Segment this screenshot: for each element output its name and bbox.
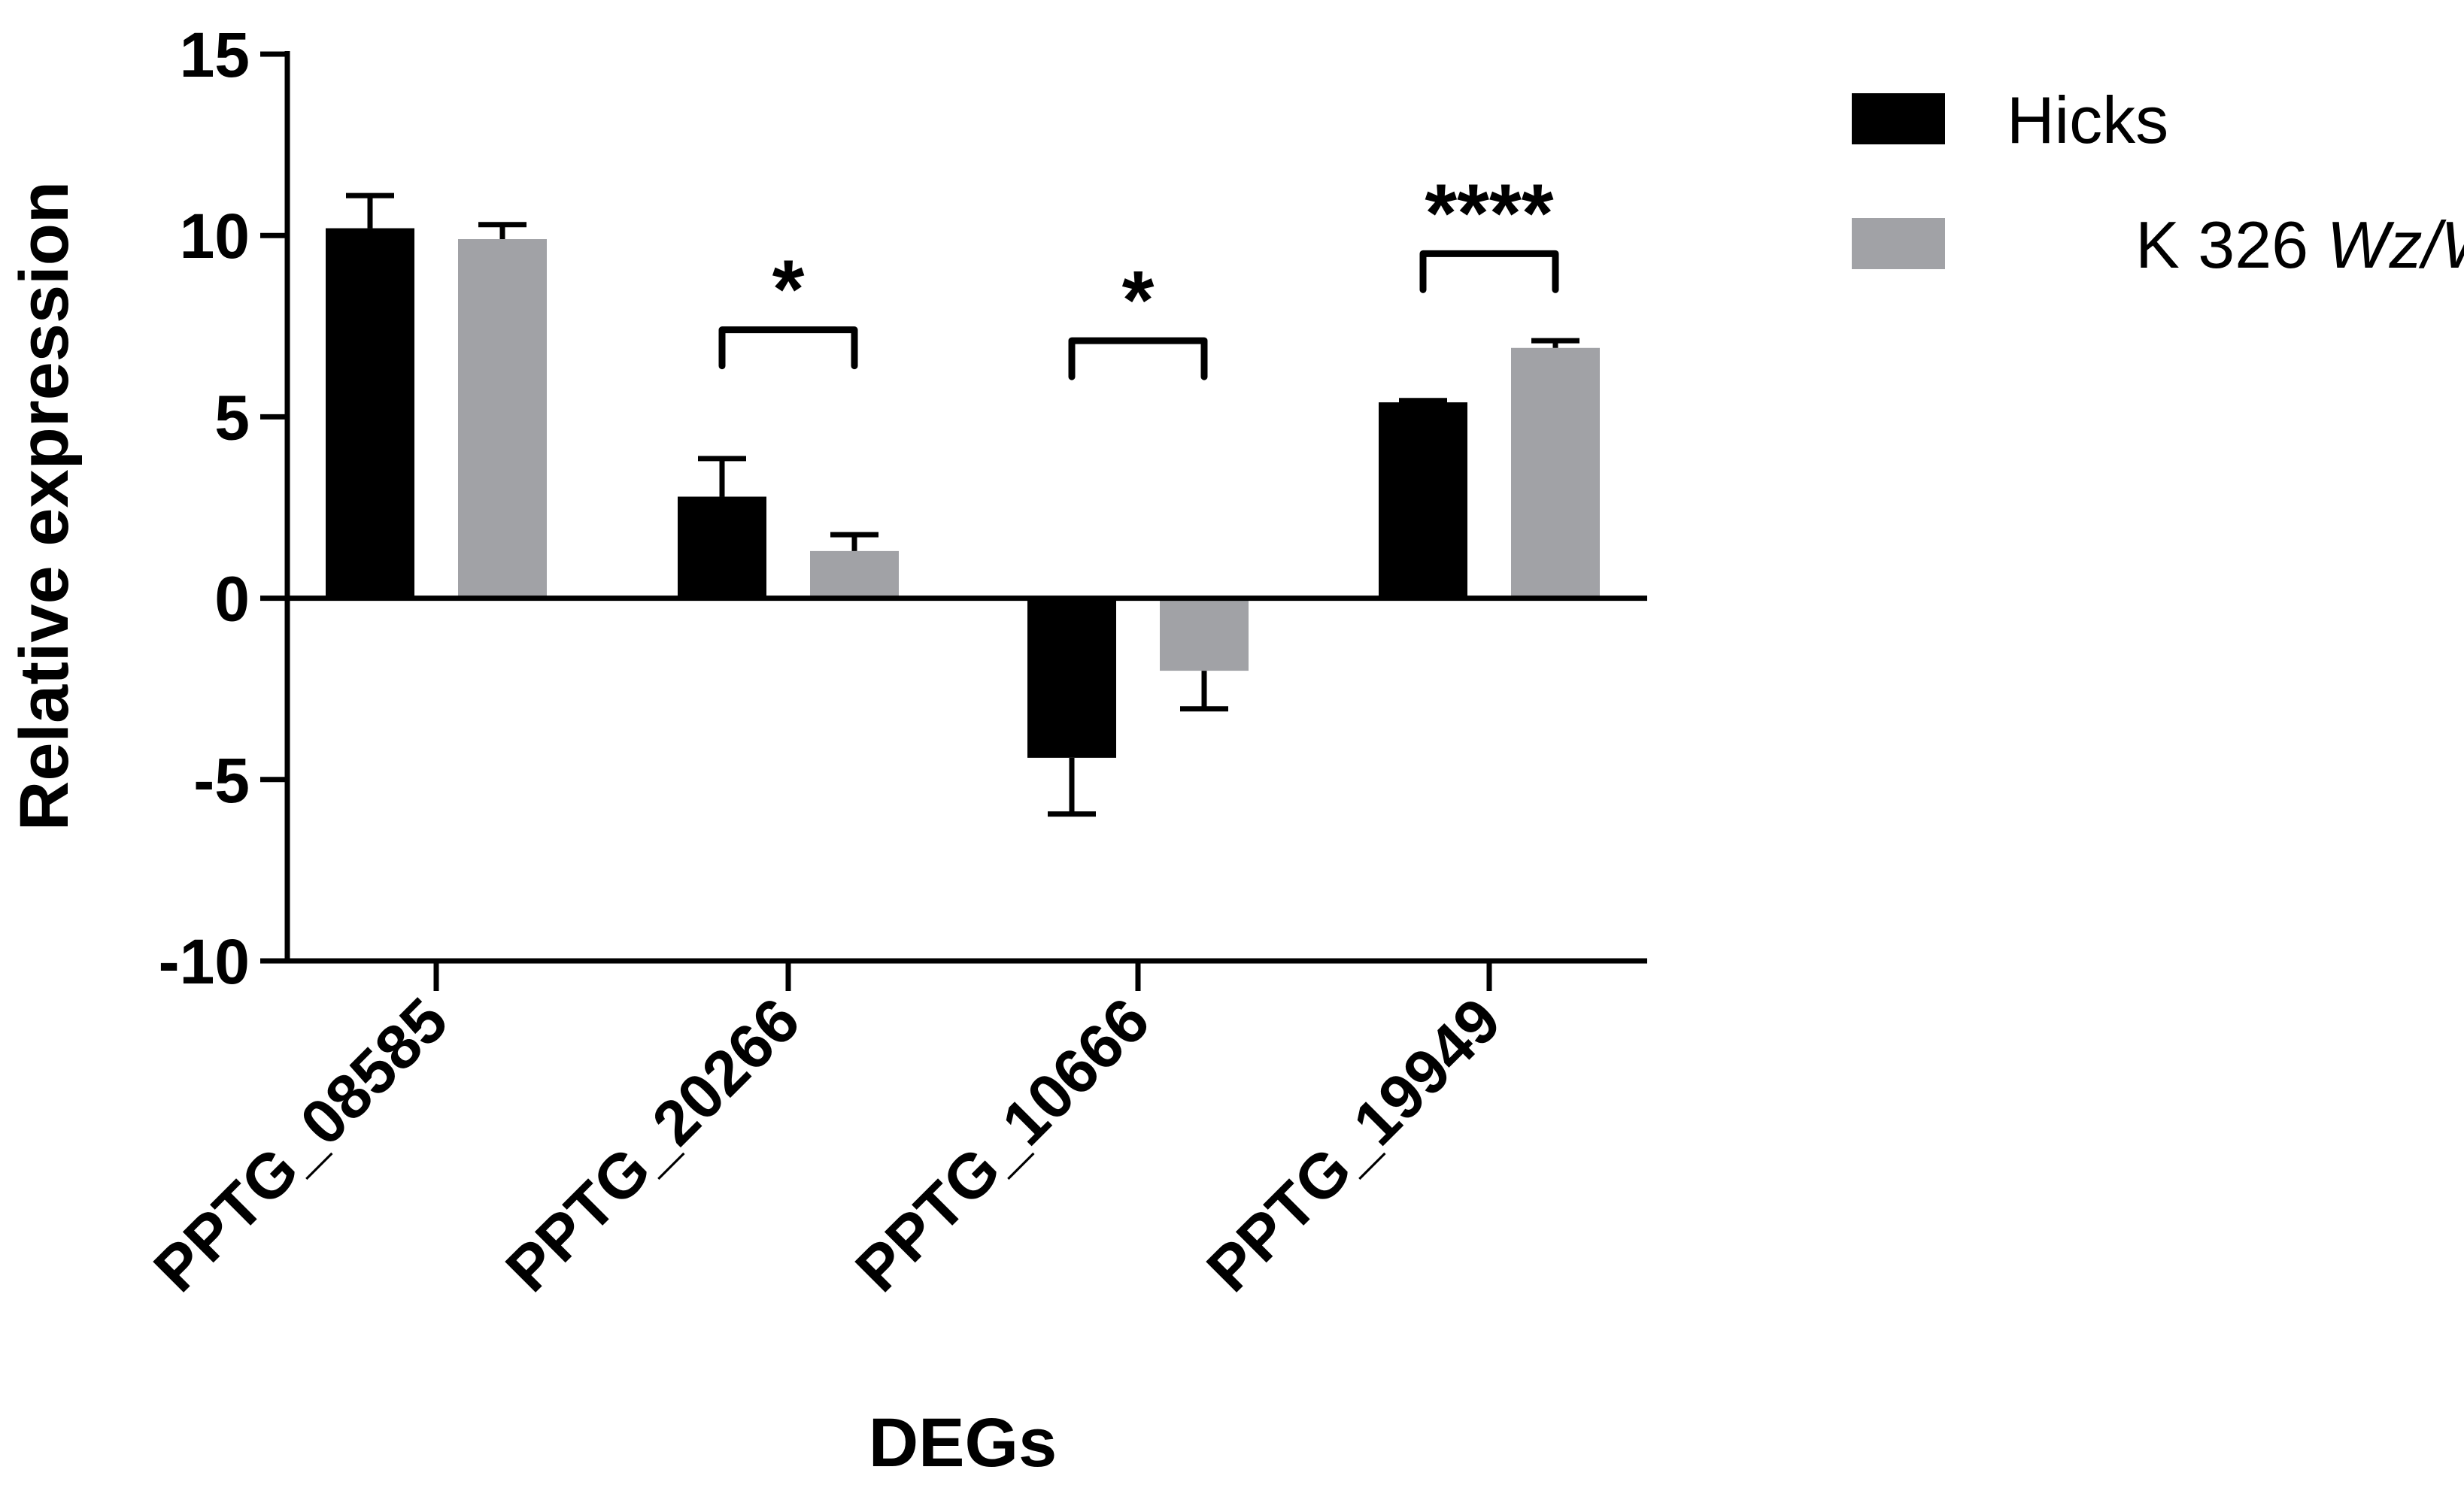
bar-k326-pptg_08585 [458, 239, 547, 599]
x-category-label: PPTG_08585 [140, 984, 460, 1305]
bar-k326-pptg_19949 [1511, 347, 1600, 599]
x-category-label: PPTG_10666 [842, 984, 1162, 1305]
axes-layer [284, 51, 1647, 991]
significance-bracket [1068, 337, 1208, 380]
significance-bracket [718, 326, 858, 370]
bar-k326-pptg_10666 [1160, 598, 1249, 671]
y-tick-label: -5 [193, 745, 250, 816]
x-category-labels-layer: PPTG_08585 PPTG_20266 PPTG_10666 PPTG_19949 [140, 984, 1513, 1305]
bar-hicks-pptg_20266 [678, 496, 766, 599]
bars-layer [326, 228, 1600, 758]
legend-swatch-k326 [1852, 218, 1945, 269]
bar-k326-pptg_20266 [810, 550, 899, 599]
significance-label: * [772, 244, 805, 336]
x-category-label: PPTG_20266 [492, 984, 812, 1305]
y-tick-label: 15 [180, 20, 250, 90]
y-tick-label: 5 [214, 382, 250, 453]
legend: Hicks K 326 Wz/Wz [1852, 83, 2464, 282]
error-bars-layer [346, 192, 1579, 817]
y-tick-label: 0 [214, 564, 250, 635]
x-axis-title: DEGs [869, 1405, 1058, 1481]
legend-label-hicks: Hicks [2007, 83, 2168, 157]
significance-layer: * ***** [718, 167, 1559, 380]
y-tick-label: 10 [180, 201, 250, 271]
bar-hicks-pptg_10666 [1027, 598, 1116, 758]
bar-hicks-pptg_08585 [326, 228, 414, 599]
significance-label: * [1122, 254, 1155, 347]
y-axis-title: Relative expression [6, 181, 83, 831]
legend-label-k326: K 326 Wz/Wz [2007, 208, 2464, 282]
bar-hicks-pptg_19949 [1379, 402, 1467, 599]
y-ticks-layer: 15 10 5 0 -5 -10 [159, 20, 287, 997]
legend-swatch-hicks [1852, 93, 1945, 144]
y-tick-label: -10 [159, 926, 250, 997]
significance-label: **** [1425, 167, 1553, 259]
x-category-label: PPTG_19949 [1193, 984, 1513, 1305]
significance-bracket [1419, 250, 1559, 293]
